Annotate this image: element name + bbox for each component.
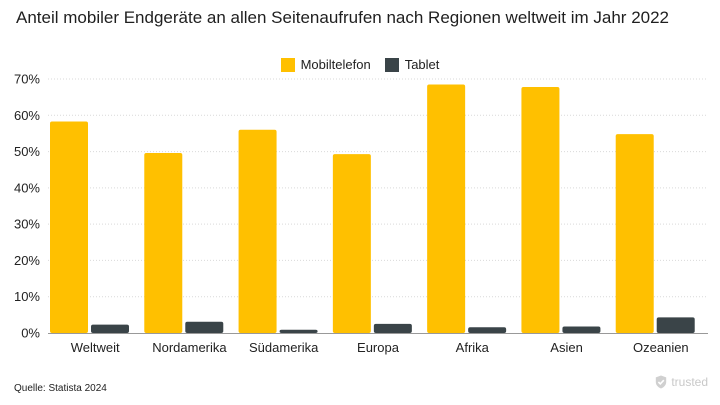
x-tick-label: Europa xyxy=(357,340,400,355)
y-tick-label: 50% xyxy=(14,144,40,159)
bar-tablet-nordamerika xyxy=(185,321,224,333)
bar-mobiltelefon-asien xyxy=(521,86,560,334)
y-tick-label: 0% xyxy=(21,326,40,341)
bar-tablet-europa xyxy=(373,323,412,333)
bar-mobiltelefon-nordamerika xyxy=(144,153,183,333)
x-tick-label: Südamerika xyxy=(249,340,319,355)
legend-item-mobiltelefon: Mobiltelefon xyxy=(280,57,371,72)
bar-mobiltelefon-afrika xyxy=(427,84,466,333)
y-tick-label: 60% xyxy=(14,108,40,123)
legend-item-tablet: Tablet xyxy=(384,57,440,72)
bar-tablet-ozeanien xyxy=(656,317,695,333)
bar-mobiltelefon-südamerika xyxy=(238,129,277,333)
y-tick-label: 70% xyxy=(14,72,40,87)
chart-legend: Mobiltelefon Tablet xyxy=(0,57,720,72)
legend-swatch-mobiltelefon xyxy=(280,57,295,72)
legend-label-mobiltelefon: Mobiltelefon xyxy=(300,57,371,72)
legend-swatch-tablet xyxy=(384,57,399,72)
y-tick-label: 20% xyxy=(14,253,40,268)
bar-mobiltelefon-europa xyxy=(332,154,371,333)
y-tick-label: 10% xyxy=(14,289,40,304)
brand-logo: trusted xyxy=(655,375,708,389)
x-tick-label: Nordamerika xyxy=(152,340,227,355)
brand-name: trusted xyxy=(671,375,708,389)
bar-tablet-südamerika xyxy=(279,329,318,333)
y-tick-label: 30% xyxy=(14,217,40,232)
bar-mobiltelefon-weltweit xyxy=(50,121,88,333)
x-tick-label: Asien xyxy=(550,340,583,355)
shield-check-icon xyxy=(656,375,667,389)
bar-tablet-afrika xyxy=(468,327,507,333)
x-tick-label: Afrika xyxy=(456,340,490,355)
x-tick-label: Ozeanien xyxy=(633,340,689,355)
x-tick-label: Weltweit xyxy=(71,340,120,355)
source-note: Quelle: Statista 2024 xyxy=(14,383,107,394)
bar-tablet-asien xyxy=(562,326,601,333)
bar-tablet-weltweit xyxy=(91,324,129,333)
bar-mobiltelefon-ozeanien xyxy=(615,134,654,333)
legend-label-tablet: Tablet xyxy=(404,57,440,72)
chart-title: Anteil mobiler Endgeräte an allen Seiten… xyxy=(16,8,670,27)
y-tick-label: 40% xyxy=(14,180,40,195)
